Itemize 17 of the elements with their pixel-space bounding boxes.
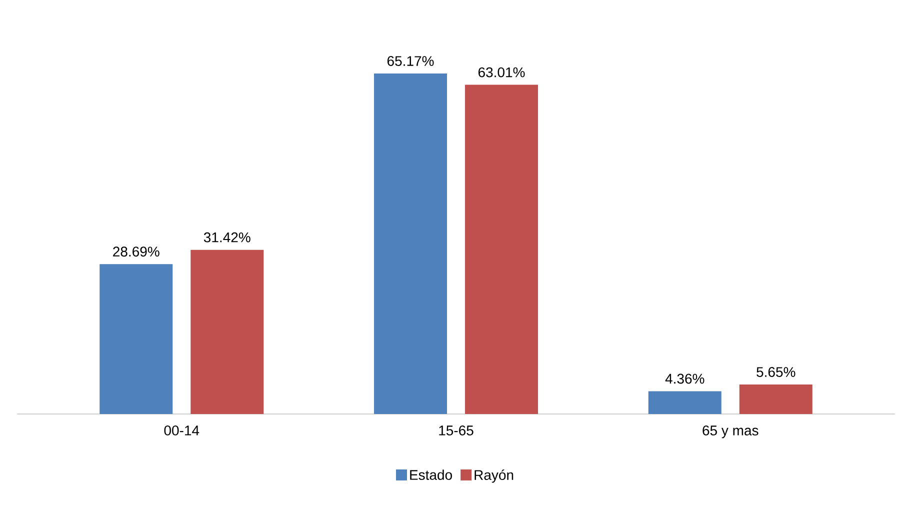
legend-label: Rayón xyxy=(474,470,514,483)
legend-label: Estado xyxy=(410,470,452,480)
bar xyxy=(190,250,264,414)
data-label: 65.17% xyxy=(387,56,434,66)
data-label: 5.65% xyxy=(756,367,796,377)
bar xyxy=(465,84,538,414)
bar xyxy=(648,391,722,414)
x-tick-label: 00-14 xyxy=(164,426,200,436)
data-label: 63.01% xyxy=(478,67,525,78)
bar xyxy=(374,73,448,414)
bar xyxy=(100,264,173,414)
x-tick-label: 15-65 xyxy=(439,426,474,436)
x-tick-label: 65 y mas xyxy=(702,426,758,438)
data-label: 4.36% xyxy=(665,374,704,384)
data-label: 31.42% xyxy=(204,232,250,242)
bar xyxy=(739,384,812,414)
data-label: 28.69% xyxy=(113,246,160,257)
